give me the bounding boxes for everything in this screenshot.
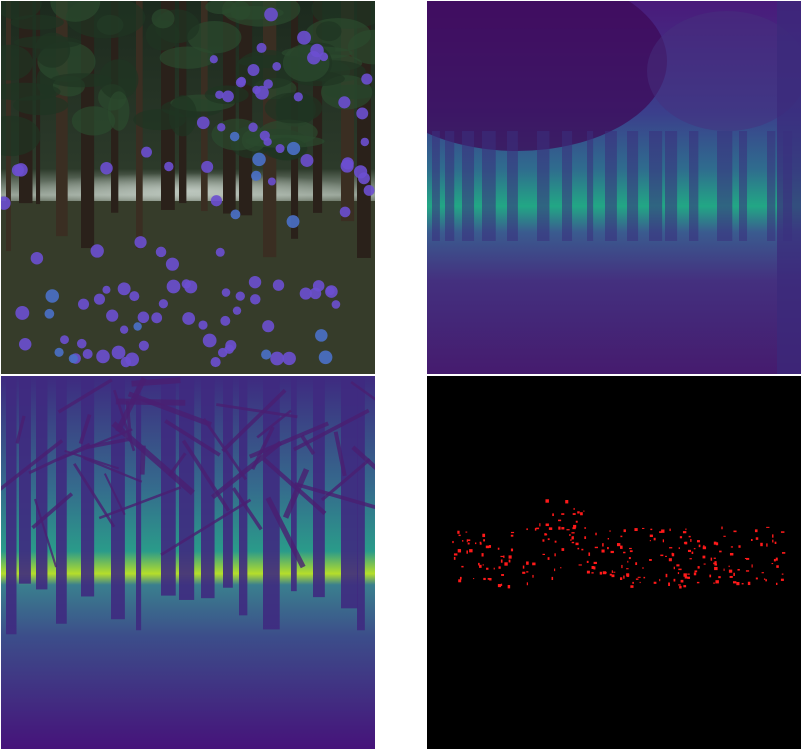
ground-truth-depth-image — [1, 376, 375, 749]
error-map-panel — [427, 376, 801, 749]
predicted-depth-image — [427, 1, 801, 374]
error-map-image — [427, 376, 801, 749]
forest-rgb-panel — [1, 1, 375, 374]
ground-truth-depth-panel — [1, 376, 375, 749]
forest-rgb-image — [1, 1, 375, 374]
predicted-depth-panel — [427, 1, 801, 374]
